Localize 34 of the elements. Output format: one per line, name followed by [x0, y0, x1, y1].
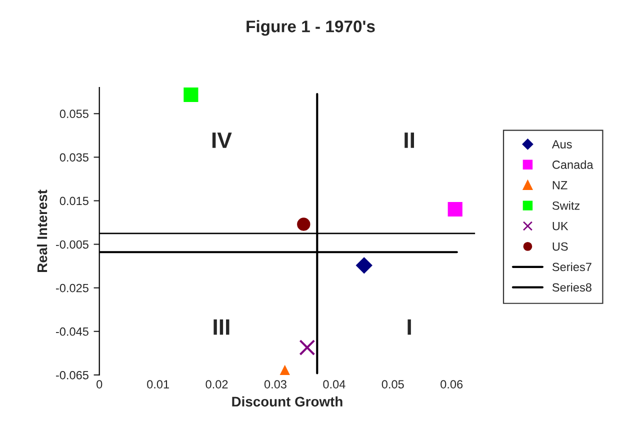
x-tick-label: 0.04	[323, 380, 346, 388]
legend-label: Series8	[552, 282, 592, 292]
y-tick-label: 0.035	[60, 153, 88, 162]
x-tick-label: 0.03	[264, 380, 286, 388]
y-tick-label: -0.025	[56, 284, 88, 292]
annotation: II	[404, 132, 414, 148]
legend-label: Aus	[552, 140, 572, 148]
point	[448, 202, 462, 217]
point	[184, 88, 198, 102]
x-tick-label: 0.01	[147, 380, 169, 388]
legend-label: NZ	[552, 181, 568, 190]
legend-label: Canada	[552, 160, 594, 169]
point	[299, 340, 316, 356]
legend-label: Series7	[552, 262, 592, 272]
legend-label: US	[552, 242, 568, 251]
annotation: IV	[212, 132, 232, 148]
annotation: III	[214, 319, 230, 335]
y-tick-label: 0.015	[60, 196, 88, 206]
x-tick-label: 0.05	[382, 380, 404, 388]
x-tick-label: 0	[96, 380, 102, 388]
point	[297, 218, 310, 231]
y-tick-label: -0.005	[56, 240, 88, 249]
y-tick-label: -0.045	[56, 327, 88, 336]
y-tick-label: -0.065	[56, 370, 88, 380]
x-axis-title: Discount Growth	[232, 396, 342, 407]
legend-label: Switz	[552, 201, 580, 210]
annotation: I	[408, 319, 411, 335]
y-axis-title: Real Interest	[36, 190, 48, 272]
point	[356, 257, 372, 274]
x-tick-label: 0.02	[206, 380, 228, 388]
y-tick-label: 0.055	[60, 110, 88, 118]
legend-label: UK	[552, 222, 568, 230]
chart-title: Figure 1 - 1970's	[246, 20, 375, 36]
x-tick-label: 0.06	[440, 380, 463, 388]
